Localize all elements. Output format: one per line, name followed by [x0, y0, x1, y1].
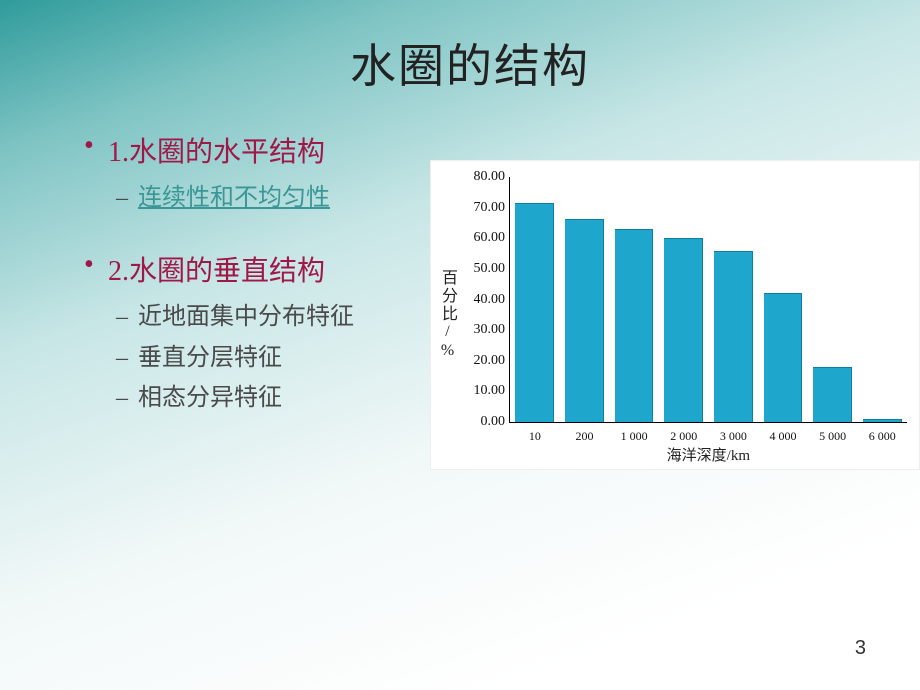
chart-column: 百分比/% 0.0010.0020.0030.0040.0050.0060.00… — [430, 130, 920, 470]
sub-list: 连续性和不均匀性 — [116, 178, 410, 219]
x-tick-label: 1 000 — [621, 429, 648, 444]
bar — [764, 293, 803, 422]
x-tick-label: 5 000 — [819, 429, 846, 444]
y-tick-label: 20.00 — [450, 353, 505, 369]
topic-item: 2.水圈的垂直结构 — [80, 249, 410, 289]
x-tick-label: 2 000 — [670, 429, 697, 444]
y-tick-label: 60.00 — [450, 230, 505, 246]
x-tick-label: 6 000 — [869, 429, 896, 444]
sub-item-link[interactable]: 连续性和不均匀性 — [138, 185, 330, 211]
sub-item: 连续性和不均匀性 — [116, 178, 410, 219]
y-tick-label: 40.00 — [450, 292, 505, 308]
bar — [615, 229, 654, 422]
x-tick-label: 10 — [529, 429, 541, 444]
sub-item: 垂直分层特征 — [116, 338, 410, 379]
bar — [863, 419, 902, 422]
content-row: 1.水圈的水平结构连续性和不均匀性 2.水圈的垂直结构近地面集中分布特征垂直分层特… — [80, 130, 860, 470]
y-tick-label: 80.00 — [450, 169, 505, 185]
y-tick-label: 70.00 — [450, 200, 505, 216]
y-tick-label: 0.00 — [450, 414, 505, 430]
topic-list: 1.水圈的水平结构连续性和不均匀性 2.水圈的垂直结构近地面集中分布特征垂直分层特… — [80, 130, 410, 419]
text-column: 1.水圈的水平结构连续性和不均匀性 2.水圈的垂直结构近地面集中分布特征垂直分层特… — [80, 130, 410, 470]
topic-item: 1.水圈的水平结构 — [80, 130, 410, 170]
sub-item: 相态分异特征 — [116, 378, 410, 419]
y-axis-label: 百分比/% — [435, 269, 459, 361]
bar-chart: 百分比/% 0.0010.0020.0030.0040.0050.0060.00… — [430, 160, 920, 470]
slide: 水圈的结构 1.水圈的水平结构连续性和不均匀性 2.水圈的垂直结构近地面集中分布特… — [0, 0, 920, 690]
x-tick-label: 200 — [575, 429, 593, 444]
bar — [565, 219, 604, 422]
x-tick-label: 4 000 — [769, 429, 796, 444]
x-axis-label: 海洋深度/km — [667, 444, 750, 465]
bar — [813, 367, 852, 422]
chart-plot-area: 0.0010.0020.0030.0040.0050.0060.0070.008… — [509, 177, 907, 423]
y-tick-label: 50.00 — [450, 261, 505, 277]
sub-item: 近地面集中分布特征 — [116, 297, 410, 338]
bar — [515, 203, 554, 422]
page-number: 3 — [855, 637, 866, 660]
page-title: 水圈的结构 — [80, 30, 860, 96]
y-tick-label: 30.00 — [450, 322, 505, 338]
sub-list: 近地面集中分布特征垂直分层特征相态分异特征 — [116, 297, 410, 419]
x-tick-label: 3 000 — [720, 429, 747, 444]
bar — [664, 238, 703, 422]
y-tick-label: 10.00 — [450, 383, 505, 399]
bar — [714, 251, 753, 423]
